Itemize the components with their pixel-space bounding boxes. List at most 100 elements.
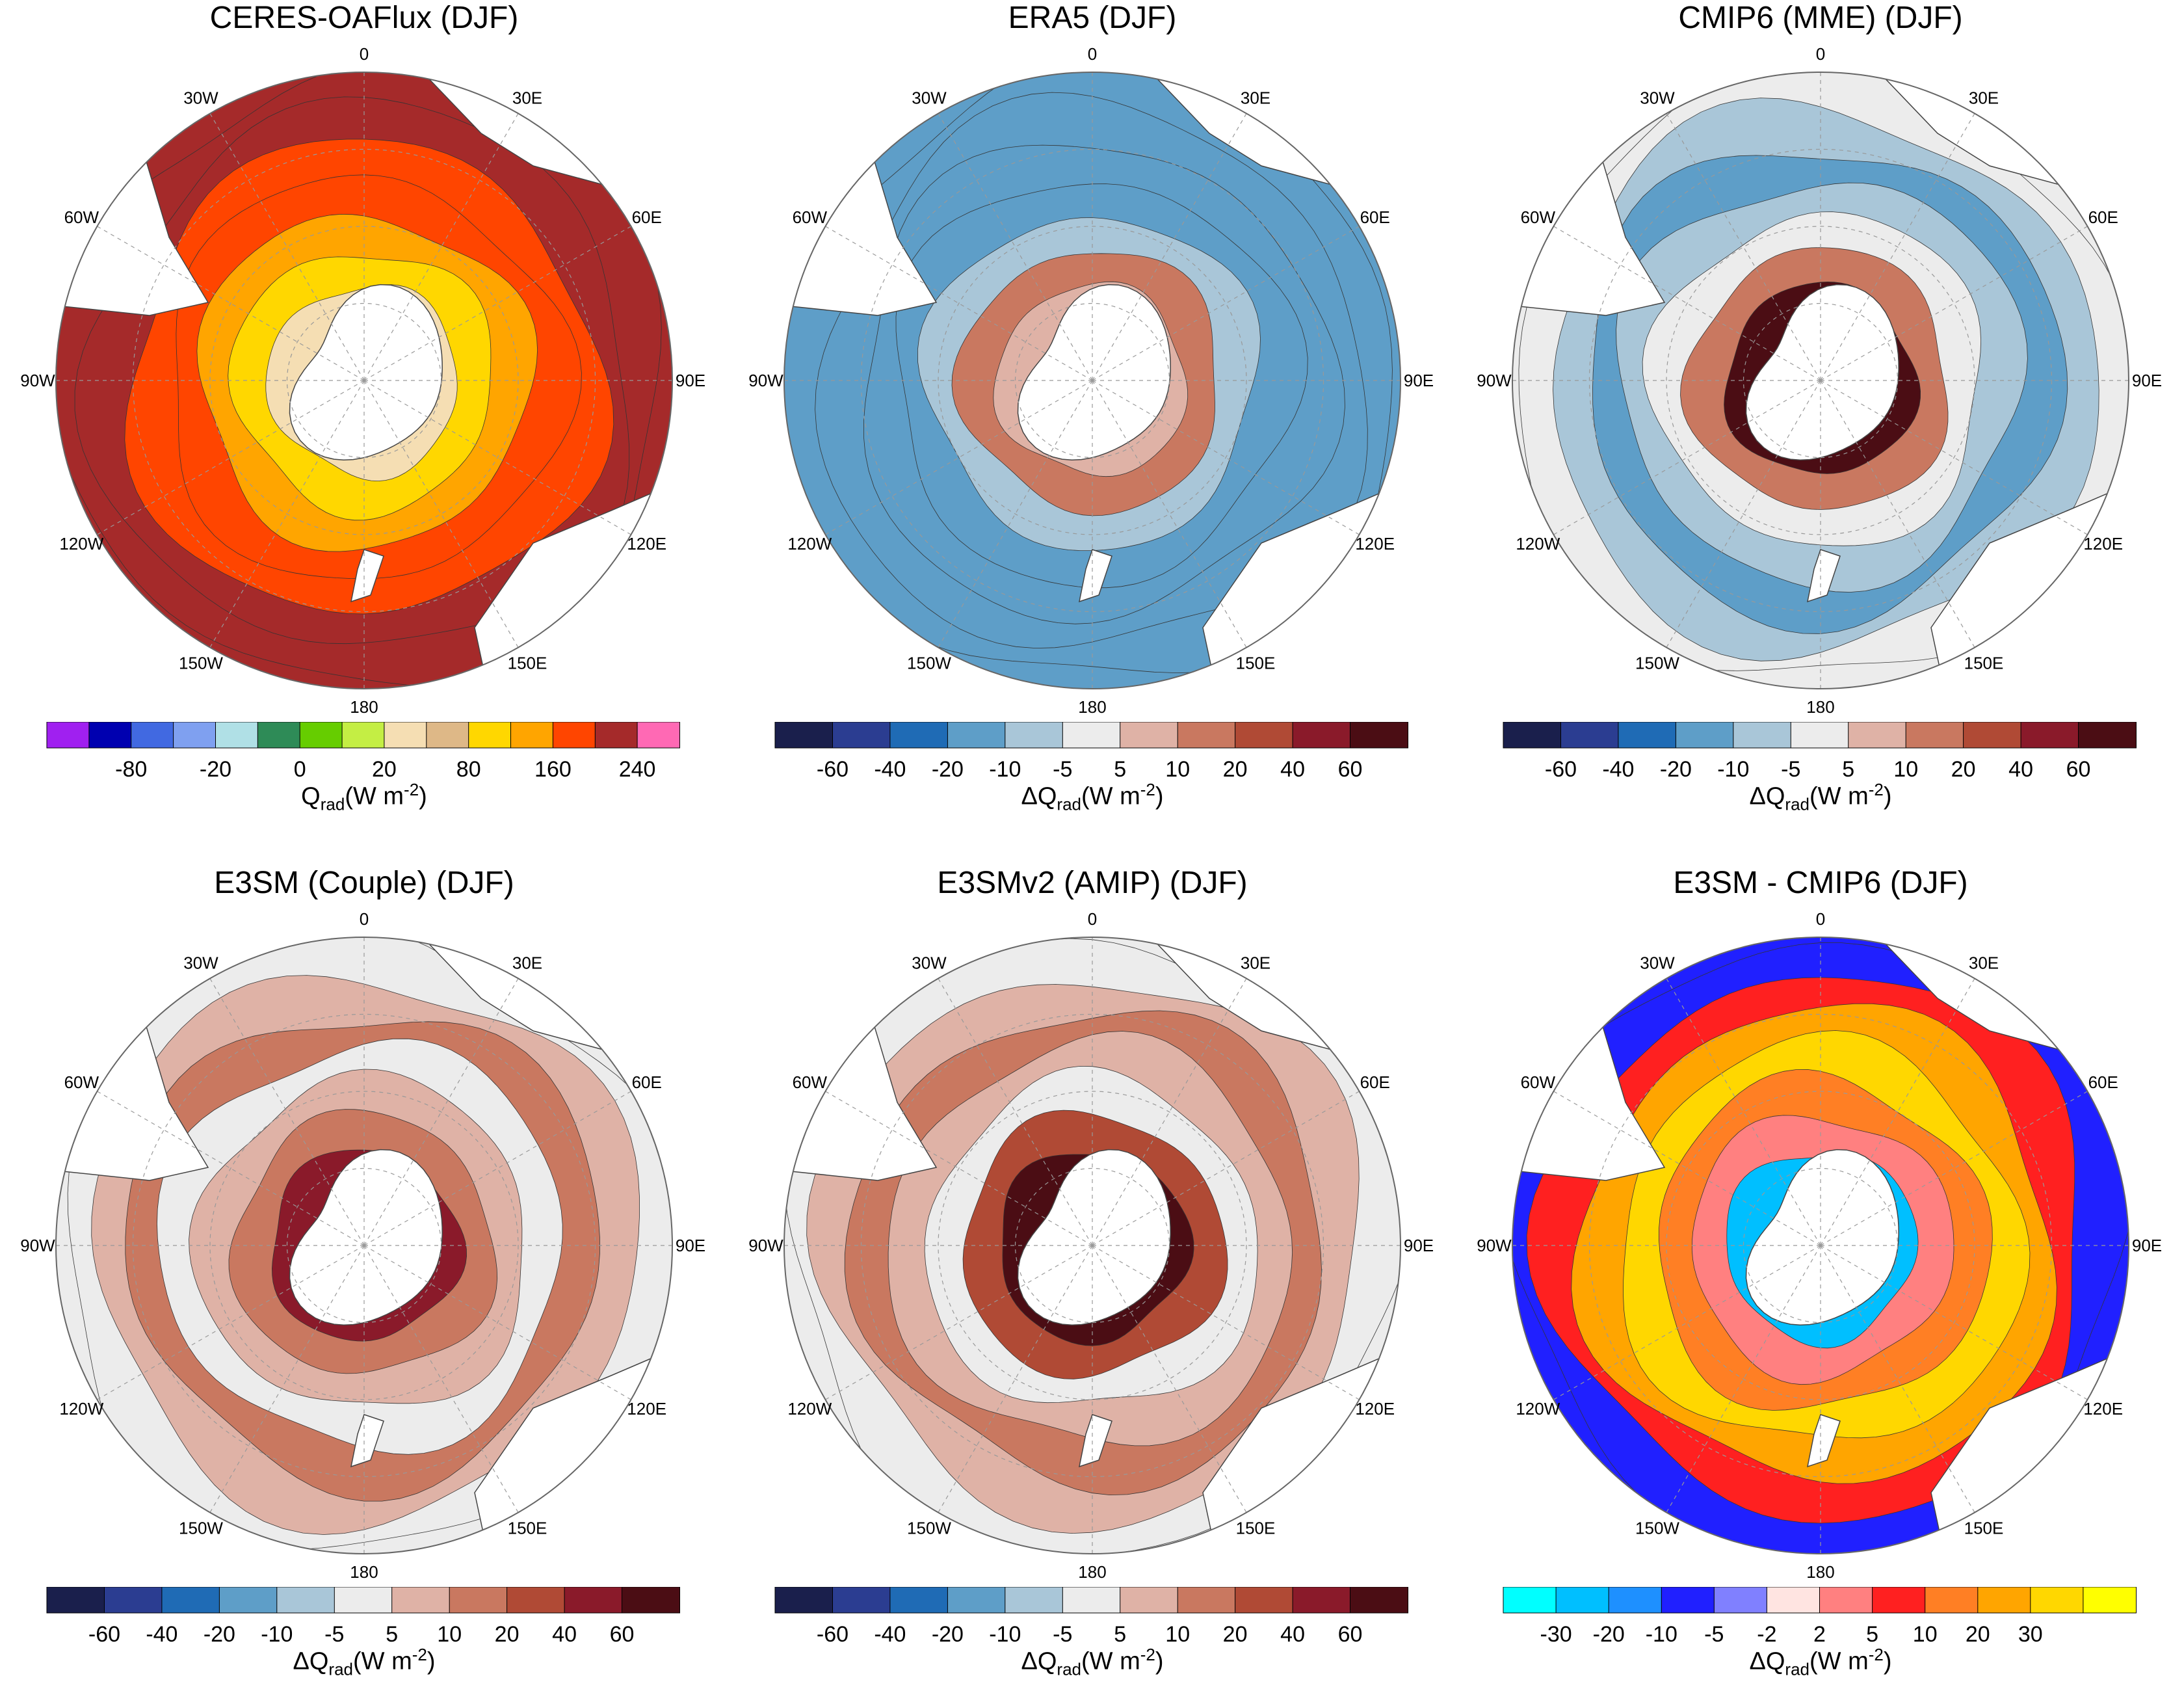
graticule xyxy=(784,72,1401,689)
longitude-label: 150E xyxy=(1236,654,1276,673)
panel-title: E3SM (Couple) (DJF) xyxy=(214,866,514,900)
longitude-label: 0 xyxy=(1816,909,1825,929)
longitude-label: 60W xyxy=(1521,1072,1556,1092)
colorbar-swatch xyxy=(1120,1587,1179,1614)
colorbar-swatch xyxy=(2078,722,2137,749)
colorbar-tick-label: -60 xyxy=(1545,757,1577,782)
longitude-label: 30E xyxy=(1241,953,1270,972)
colorbar-swatch xyxy=(507,1587,566,1614)
colorbar-tick-label: -10 xyxy=(989,1622,1021,1647)
colorbar: -60 -40 -20 -10 -5 5 10 20 40 60 xyxy=(774,1587,1408,1647)
colorbar-swatch xyxy=(1292,1587,1351,1614)
colorbar-tick-label: -2 xyxy=(1757,1622,1776,1647)
longitude-label: 0 xyxy=(1816,44,1825,64)
colorbar-swatch xyxy=(1661,1587,1715,1614)
colorbar-swatch xyxy=(1177,722,1236,749)
longitude-label: 90E xyxy=(676,1236,705,1255)
longitude-label: 180 xyxy=(1806,697,1834,715)
panel-e3smv2-amip: E3SMv2 (AMIP) (DJF) 0 30E 60E 90E 120E 150E 180… xyxy=(728,865,1456,1704)
longitude-label: 150E xyxy=(1964,654,2004,673)
map-field xyxy=(784,72,1401,689)
panel-title: CMIP6 (MME) (DJF) xyxy=(1678,1,1963,35)
colorbar-swatch xyxy=(173,722,217,749)
polar-map: 0 30E 60E 90E 120E 150E 180 150W 120W 90W 60W 30W xyxy=(20,44,705,715)
map-field xyxy=(1512,72,2129,689)
longitude-label: 180 xyxy=(350,1562,378,1580)
longitude-label: 180 xyxy=(1078,697,1106,715)
colorbar-swatch xyxy=(1713,1587,1768,1614)
graticule xyxy=(56,937,672,1554)
longitude-label: 90W xyxy=(20,371,55,390)
colorbar-tick-label: 40 xyxy=(1280,1622,1305,1647)
colorbar-swatch xyxy=(510,722,554,749)
longitude-label: 90W xyxy=(20,1236,55,1255)
colorbar: -60 -40 -20 -10 -5 5 10 20 40 60 xyxy=(774,722,1408,782)
colorbar-label: ΔQrad(W m-2) xyxy=(1749,1645,1892,1679)
continent-land xyxy=(1079,1414,1112,1468)
colorbar-tick-label: -60 xyxy=(88,1622,120,1647)
graticule xyxy=(1512,72,2129,689)
graticule xyxy=(1512,937,2129,1554)
longitude-label: 120E xyxy=(2083,534,2123,553)
longitude-label: 60E xyxy=(2088,1072,2118,1092)
colorbar-swatch xyxy=(2083,1587,2137,1614)
colorbar-swatch xyxy=(1608,1587,1663,1614)
longitude-label: 60E xyxy=(1360,1072,1390,1092)
longitude-label: 30W xyxy=(183,88,218,107)
colorbar-tick-label: -20 xyxy=(1593,1622,1625,1647)
colorbar: -80 -20 0 20 80 160 240 xyxy=(46,722,680,782)
longitude-label: 30E xyxy=(1969,88,1999,107)
longitude-label: 30W xyxy=(1640,953,1675,972)
panel-era5: ERA5 (DJF) 0 30E 60E 90E 120E 150E 180 150W 120W 9… xyxy=(728,0,1456,839)
colorbar-swatch xyxy=(1062,1587,1121,1614)
antarctica-land xyxy=(1745,1149,1899,1326)
colorbar-tick-label: 5 xyxy=(1114,1622,1126,1647)
colorbar-swatch xyxy=(391,1587,451,1614)
colorbar-swatch xyxy=(161,1587,220,1614)
antarctica-land xyxy=(289,1149,443,1326)
colorbar-tick-label: -20 xyxy=(200,757,231,782)
colorbar-swatch xyxy=(889,1587,949,1614)
colorbar-tick-label: 2 xyxy=(1813,1622,1826,1647)
panel-e3sm-minus-cmip6: E3SM - CMIP6 (DJF) 0 30E 60E 90E 120E 150E 180 1… xyxy=(1456,865,2184,1704)
longitude-label: 30E xyxy=(1969,953,1999,972)
colorbar-tick-label: -20 xyxy=(1660,757,1692,782)
colorbar-tick-label: 20 xyxy=(1951,757,1976,782)
antarctica-land xyxy=(1017,284,1171,461)
colorbar-swatch xyxy=(1120,722,1179,749)
antarctica-land xyxy=(289,284,443,461)
colorbar-tick-label: -5 xyxy=(324,1622,344,1647)
colorbar-swatch xyxy=(1618,722,1677,749)
colorbar-swatch xyxy=(1925,1587,1979,1614)
colorbar-swatch xyxy=(1005,1587,1064,1614)
colorbar-tick-label: 20 xyxy=(1966,1622,1990,1647)
longitude-label: 60W xyxy=(64,207,99,227)
colorbar-swatch xyxy=(1292,722,1351,749)
graticule xyxy=(784,937,1401,1554)
longitude-label: 150W xyxy=(907,1519,951,1538)
longitude-label: 120W xyxy=(1516,1399,1560,1418)
colorbar-swatch xyxy=(46,1587,105,1614)
antarctica-land xyxy=(1745,284,1899,461)
colorbar-tick-label: -10 xyxy=(989,757,1021,782)
colorbar-swatch xyxy=(947,722,1006,749)
graticule xyxy=(56,72,672,689)
longitude-label: 90W xyxy=(748,371,783,390)
panel-ceres: CERES-OAFlux (DJF) 0 30E 60E 90E 120E 150E 180 1… xyxy=(0,0,728,839)
colorbar-swatch xyxy=(46,722,90,749)
panel-title: E3SM - CMIP6 (DJF) xyxy=(1673,866,1968,900)
longitude-label: 60W xyxy=(793,207,828,227)
longitude-label: 60E xyxy=(1360,207,1390,227)
colorbar-tick-label: -40 xyxy=(1602,757,1634,782)
longitude-label: 30W xyxy=(912,88,947,107)
continent-land xyxy=(350,1414,384,1468)
longitude-label: 60W xyxy=(64,1072,99,1092)
longitude-label: 120E xyxy=(2083,1399,2123,1418)
longitude-label: 120W xyxy=(59,534,103,553)
map-outline xyxy=(55,72,673,689)
panel-cmip6: CMIP6 (MME) (DJF) 0 30E 60E 90E 120E 150E 180 15… xyxy=(1456,0,2184,839)
colorbar-tick-label: -20 xyxy=(932,1622,964,1647)
colorbar-tick-label: 240 xyxy=(619,757,656,782)
longitude-label: 150E xyxy=(1964,1519,2004,1538)
colorbar-swatch xyxy=(1675,722,1734,749)
